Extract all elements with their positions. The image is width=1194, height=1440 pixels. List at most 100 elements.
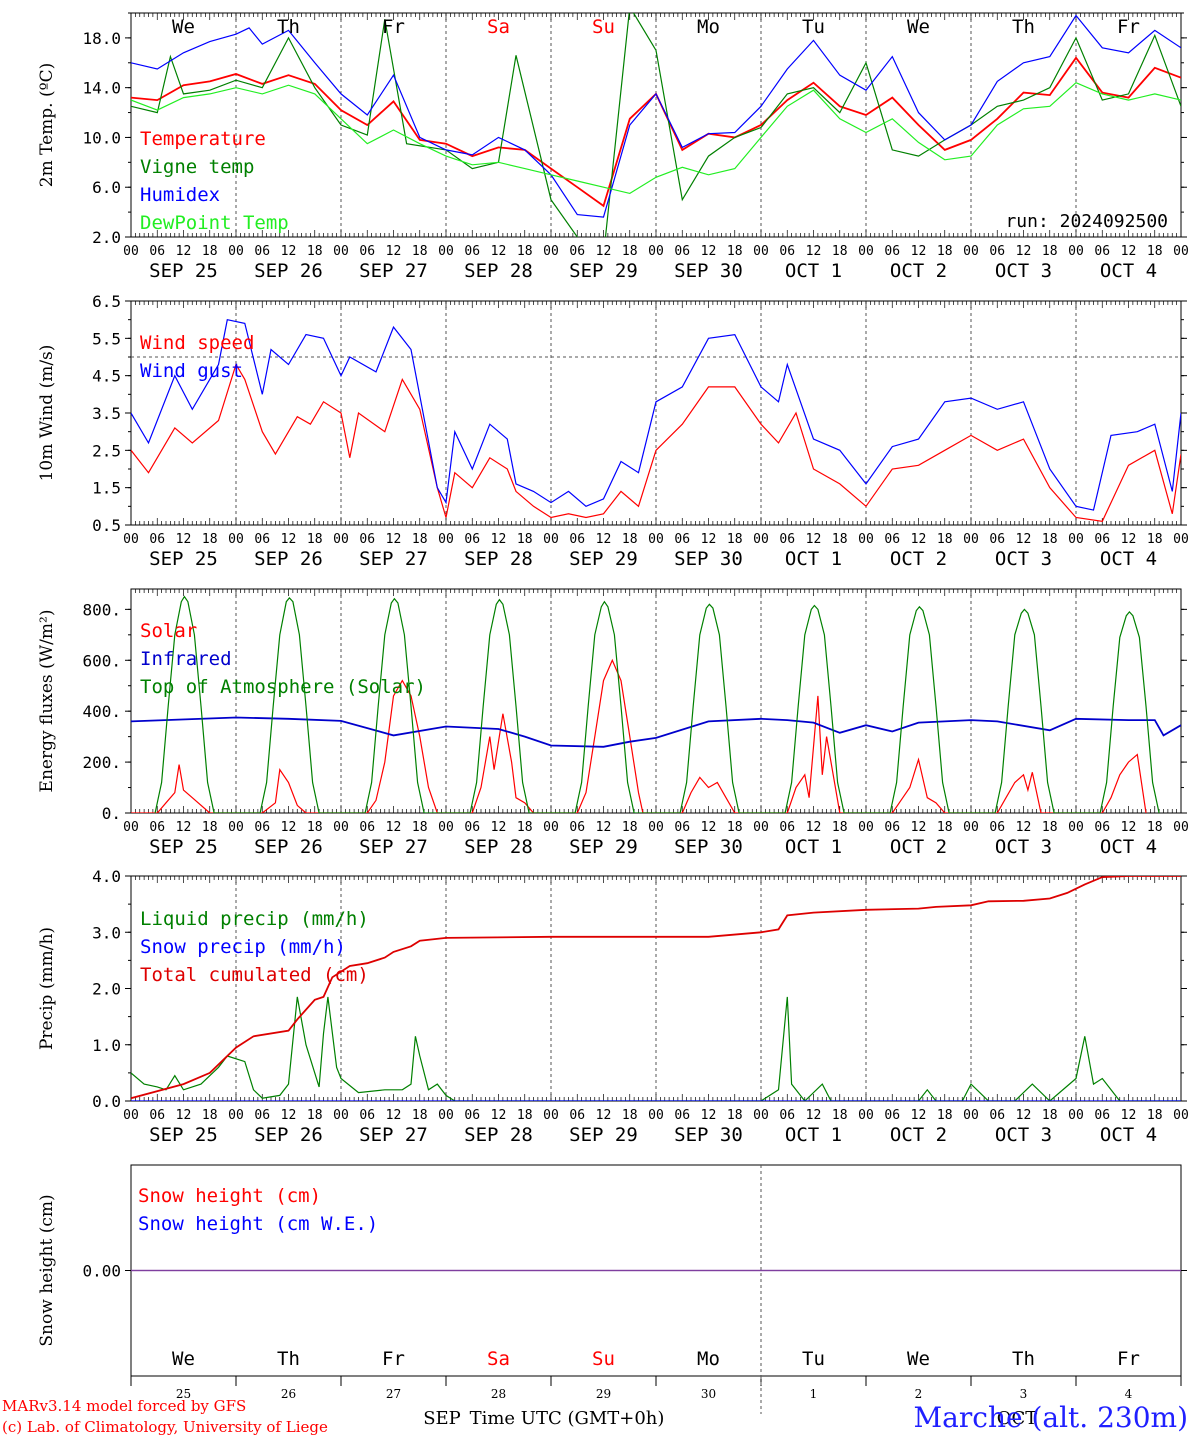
date-label: OCT 4 bbox=[1100, 1124, 1157, 1146]
date-label: SEP 27 bbox=[359, 1124, 428, 1146]
date-label: OCT 3 bbox=[995, 836, 1052, 858]
hour-label: 06 bbox=[989, 820, 1005, 835]
date-label: OCT 1 bbox=[785, 260, 842, 282]
hour-label: 06 bbox=[359, 820, 375, 835]
hour-label: 00 bbox=[1068, 532, 1084, 547]
month-label-right: OCT bbox=[997, 1408, 1038, 1429]
hour-label: 00 bbox=[1068, 820, 1084, 835]
hour-label: 00 bbox=[858, 820, 874, 835]
series-line-wind_gust bbox=[131, 318, 1181, 511]
date-label: SEP 30 bbox=[674, 548, 743, 570]
hour-label: 18 bbox=[1147, 532, 1163, 547]
date-label: SEP 26 bbox=[254, 1124, 323, 1146]
station-name: Marche (alt. 230m) bbox=[913, 1401, 1188, 1434]
legend-entry: Wind speed bbox=[140, 332, 254, 354]
hour-label: 18 bbox=[622, 244, 638, 259]
y-tick-label: 5.5 bbox=[92, 329, 121, 348]
day-number: 25 bbox=[176, 1387, 191, 1401]
day-name: Su bbox=[592, 16, 615, 38]
day-name-bottom: Su bbox=[592, 1348, 615, 1370]
day-number: 28 bbox=[491, 1387, 506, 1401]
hour-label: 12 bbox=[1016, 820, 1032, 835]
y-tick-label: 6.5 bbox=[92, 292, 121, 311]
hour-label: 18 bbox=[1147, 820, 1163, 835]
hour-label: 12 bbox=[176, 820, 192, 835]
hour-label: 00 bbox=[123, 820, 139, 835]
date-label: SEP 27 bbox=[359, 260, 428, 282]
legend-entry: Snow precip (mm/h) bbox=[140, 936, 346, 958]
y-tick-label: 3.0 bbox=[92, 923, 121, 942]
hour-label: 12 bbox=[386, 1108, 402, 1123]
hour-label: 12 bbox=[281, 1108, 297, 1123]
date-label: OCT 4 bbox=[1100, 260, 1157, 282]
hour-label: 00 bbox=[123, 1108, 139, 1123]
hour-label: 06 bbox=[464, 532, 480, 547]
panel-frame-wind bbox=[130, 300, 1182, 526]
hour-label: 06 bbox=[1094, 532, 1110, 547]
date-label: SEP 26 bbox=[254, 548, 323, 570]
day-number: 29 bbox=[596, 1387, 611, 1401]
hour-label: 06 bbox=[254, 1108, 270, 1123]
hour-label: 18 bbox=[832, 1108, 848, 1123]
month-label-left: SEP bbox=[423, 1408, 461, 1429]
credit-lab: (c) Lab. of Climatology, University of L… bbox=[2, 1418, 328, 1436]
hour-label: 06 bbox=[149, 820, 165, 835]
day-number: 26 bbox=[281, 1387, 296, 1401]
hour-label: 12 bbox=[386, 820, 402, 835]
hour-label: 12 bbox=[386, 244, 402, 259]
hour-label: 18 bbox=[202, 820, 218, 835]
date-label: SEP 26 bbox=[254, 836, 323, 858]
series-line-infrared bbox=[131, 716, 1181, 748]
hour-label: 06 bbox=[254, 244, 270, 259]
hour-label: 00 bbox=[648, 532, 664, 547]
day-name: Th bbox=[1012, 16, 1035, 38]
series-line-toa bbox=[154, 595, 1160, 813]
hour-label: 06 bbox=[569, 820, 585, 835]
hour-label: 12 bbox=[386, 532, 402, 547]
hour-label: 06 bbox=[569, 532, 585, 547]
legend-entry: Solar bbox=[140, 620, 197, 642]
day-name-bottom: Fr bbox=[382, 1348, 405, 1370]
legend-entry: Vigne temp bbox=[140, 156, 254, 178]
date-label: OCT 4 bbox=[1100, 548, 1157, 570]
hour-label: 00 bbox=[333, 244, 349, 259]
hour-label: 06 bbox=[1094, 820, 1110, 835]
date-label: SEP 27 bbox=[359, 548, 428, 570]
hour-label: 12 bbox=[596, 1108, 612, 1123]
hour-label: 12 bbox=[176, 1108, 192, 1123]
hour-label: 12 bbox=[281, 820, 297, 835]
hour-label: 18 bbox=[622, 1108, 638, 1123]
hour-label: 00 bbox=[228, 1108, 244, 1123]
hour-label: 18 bbox=[1042, 1108, 1058, 1123]
day-name: Fr bbox=[1117, 16, 1140, 38]
hour-label: 12 bbox=[281, 244, 297, 259]
hour-label: 06 bbox=[359, 244, 375, 259]
hour-label: 12 bbox=[701, 820, 717, 835]
hour-label: 06 bbox=[254, 820, 270, 835]
hour-label: 00 bbox=[333, 532, 349, 547]
hour-label: 06 bbox=[674, 244, 690, 259]
legend-entry: Top of Atmosphere (Solar) bbox=[140, 676, 426, 698]
day-name-bottom: Th bbox=[1012, 1348, 1035, 1370]
day-name-bottom: Mo bbox=[697, 1348, 720, 1370]
date-label: OCT 1 bbox=[785, 1124, 842, 1146]
hour-label: 00 bbox=[858, 1108, 874, 1123]
y-tick-label: 0.00 bbox=[82, 1262, 121, 1281]
date-label: OCT 2 bbox=[890, 1124, 947, 1146]
hour-label: 18 bbox=[727, 1108, 743, 1123]
hour-label: 18 bbox=[412, 1108, 428, 1123]
date-label: SEP 28 bbox=[464, 1124, 533, 1146]
hour-label: 12 bbox=[806, 1108, 822, 1123]
hour-label: 12 bbox=[806, 532, 822, 547]
hour-label: 18 bbox=[1042, 820, 1058, 835]
hour-label: 00 bbox=[543, 532, 559, 547]
hour-label: 12 bbox=[491, 244, 507, 259]
day-name-bottom: Fr bbox=[1117, 1348, 1140, 1370]
hour-label: 06 bbox=[884, 1108, 900, 1123]
y-tick-label: 400. bbox=[82, 702, 121, 721]
credit-model: MARv3.14 model forced by GFS bbox=[2, 1397, 247, 1415]
day-number: 3 bbox=[1020, 1387, 1028, 1401]
hour-label: 00 bbox=[648, 244, 664, 259]
date-label: SEP 25 bbox=[149, 1124, 218, 1146]
day-name: We bbox=[907, 16, 930, 38]
